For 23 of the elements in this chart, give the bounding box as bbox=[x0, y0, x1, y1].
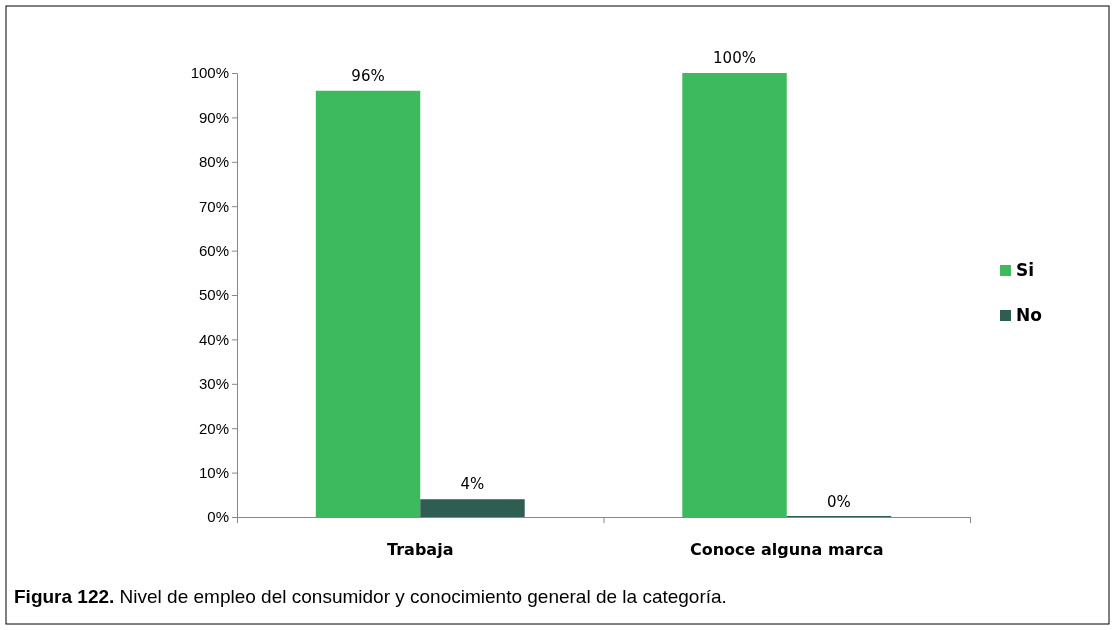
y-tick-label: 80% bbox=[198, 153, 229, 171]
data-label: 4% bbox=[460, 475, 485, 494]
bar bbox=[315, 90, 421, 517]
legend-label: Si bbox=[1016, 260, 1035, 280]
bar bbox=[420, 499, 525, 517]
text: Figura 122. Nivel de empleo del consumidor y conocimiento general de la categoría. bbox=[14, 586, 727, 607]
y-tick-label: 40% bbox=[198, 330, 229, 348]
y-tick-label: 50% bbox=[198, 286, 229, 304]
y-tick-label: 60% bbox=[198, 241, 229, 259]
y-tick-label: 30% bbox=[198, 375, 229, 393]
bar bbox=[682, 73, 787, 517]
y-tick-label: 70% bbox=[198, 197, 229, 215]
data-label: 0% bbox=[827, 493, 851, 511]
y-tick-label: 10% bbox=[198, 463, 229, 481]
x-tick-label: Trabaja bbox=[387, 540, 454, 559]
x-tick-label: Conoce alguna marca bbox=[689, 540, 884, 559]
y-tick-label: 20% bbox=[198, 419, 229, 437]
y-tick-label: 0% bbox=[207, 508, 229, 526]
data-label: 100% bbox=[713, 49, 756, 67]
y-tick-label: 100% bbox=[190, 64, 229, 82]
legend-label: No bbox=[1016, 305, 1042, 325]
data-label: 96% bbox=[351, 66, 385, 85]
y-tick-label: 90% bbox=[198, 108, 229, 126]
